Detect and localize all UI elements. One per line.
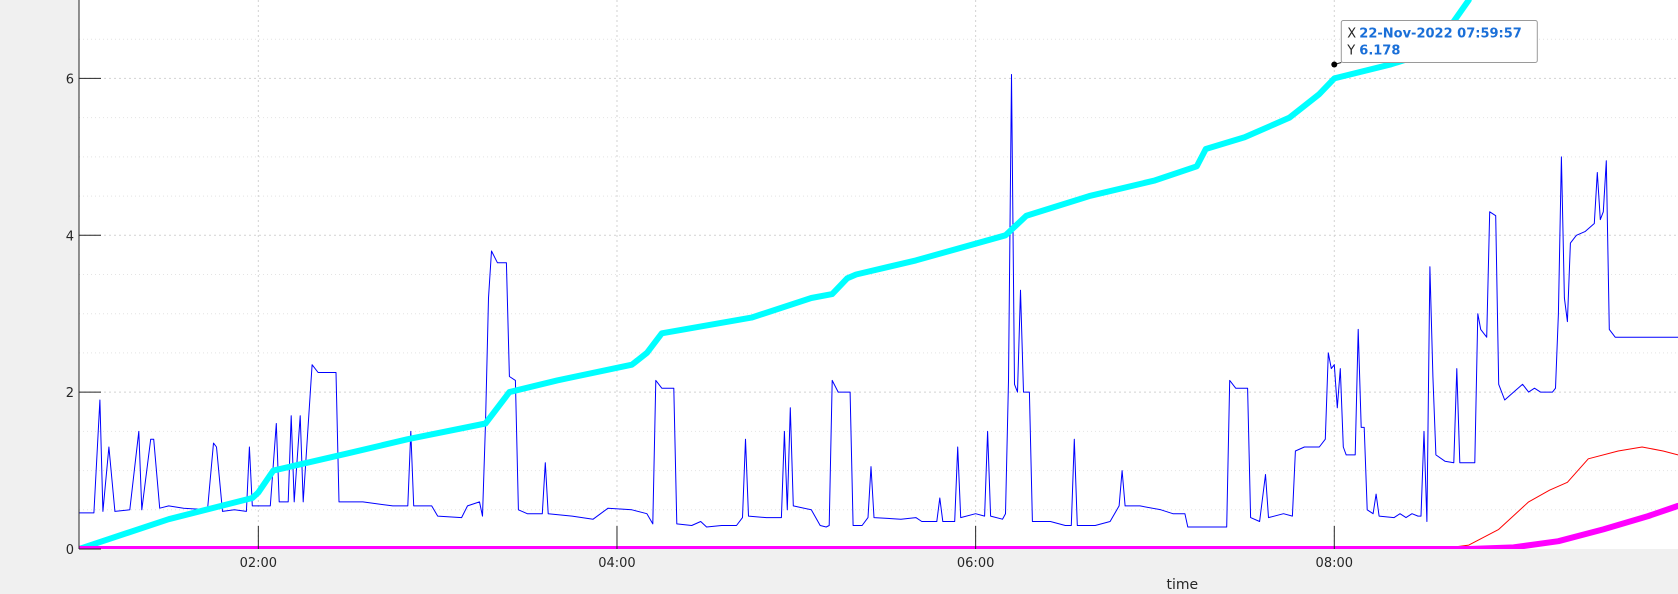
datatip-box[interactable] [1340, 19, 1538, 63]
datatip-x-key: X [1347, 26, 1356, 41]
y-tick-label: 2 [66, 386, 74, 401]
axes: 0 2 4 6 02:00 04:00 06:00 08:00 time [66, 0, 1678, 593]
x-axis: 02:00 04:00 06:00 08:00 [240, 526, 1353, 571]
series-line-1 [79, 74, 1678, 528]
y-tick-label: 0 [66, 543, 74, 558]
x-tick-label: 06:00 [957, 556, 994, 571]
datatip[interactable]: X 22-Nov-2022 07:59:57 Y 6.178 [1331, 19, 1538, 68]
datatip-y-value: 6.178 [1359, 43, 1400, 58]
datatip-marker[interactable] [1331, 61, 1338, 68]
plot-series [79, 0, 1678, 549]
x-tick-label: 08:00 [1316, 556, 1353, 571]
series-line-3 [79, 446, 1678, 549]
datatip-y-key: Y [1346, 43, 1355, 58]
y-axis: 0 2 4 6 [66, 0, 101, 558]
y-tick-label: 4 [66, 229, 74, 244]
series-line-4 [79, 502, 1678, 549]
x-tick-label: 02:00 [240, 556, 277, 571]
plot-area [79, 0, 1678, 549]
x-axis-label: time [1166, 577, 1198, 593]
x-tick-label: 04:00 [598, 556, 635, 571]
major-grid [79, 0, 1678, 549]
y-tick-label: 6 [66, 72, 74, 87]
series-line-2 [79, 0, 1472, 549]
datatip-x-value: 22-Nov-2022 07:59:57 [1359, 26, 1522, 41]
